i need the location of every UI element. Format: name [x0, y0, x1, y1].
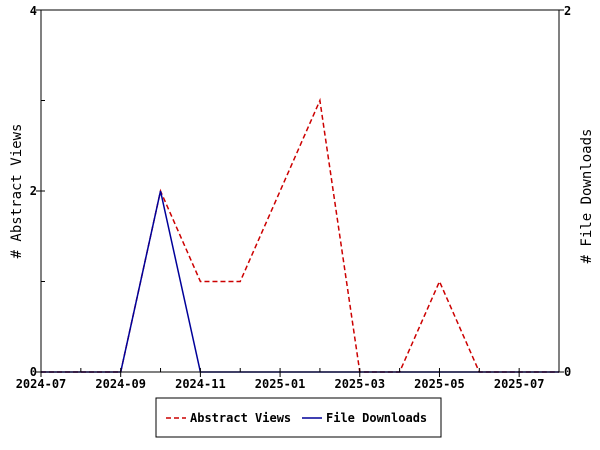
axes: 2024-07 2024-09 2024-11 2025-01 2025-03 2025-…	[16, 4, 572, 391]
x-tick-label: 2025-01	[255, 377, 306, 391]
legend: Abstract Views File Downloads	[155, 397, 442, 438]
y2-tick-label: 2	[564, 4, 571, 18]
y2-tick-label: 0	[564, 365, 571, 379]
x-tick-label: 2024-09	[95, 377, 146, 391]
x-tick-label: 2025-03	[334, 377, 385, 391]
legend-label-1: Abstract Views	[190, 411, 291, 425]
plot-frame	[40, 9, 560, 373]
y2-axis-title: # File Downloads	[579, 129, 595, 264]
y-tick-label: 4	[30, 4, 37, 18]
y-axis-title: # Abstract Views	[9, 124, 25, 259]
x-tick-label: 2024-11	[175, 377, 226, 391]
x-tick-label: 2024-07	[16, 377, 67, 391]
series-line-1	[41, 97, 559, 373]
legend-label-2: File Downloads	[326, 411, 427, 425]
x-tick-label: 2025-07	[494, 377, 545, 391]
series-line-2	[41, 190, 559, 373]
y-tick-label: 2	[30, 184, 37, 198]
y-tick-label: 0	[30, 365, 37, 379]
x-tick-label: 2025-05	[414, 377, 465, 391]
plot-area	[41, 97, 559, 373]
legend-box	[155, 397, 442, 438]
